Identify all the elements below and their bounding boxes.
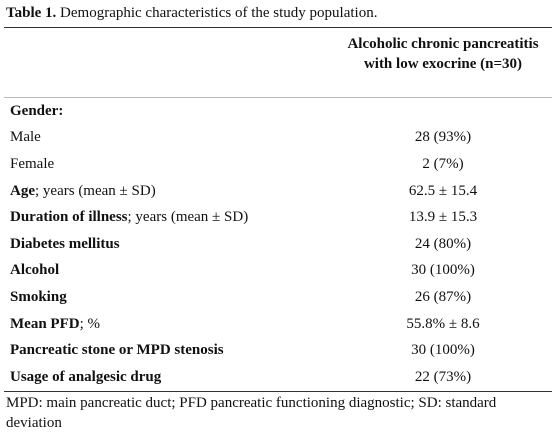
row-label: Usage of analgesic drug [4,369,334,386]
footnote: MPD: main pancreatic duct; PFD pancreati… [6,395,497,431]
row-label: Alcohol [4,262,334,279]
row-value: 24 (80%) [414,235,472,252]
label-text: Female [10,155,55,172]
label-text: Mean PFD [10,315,80,332]
label-text: Duration of illness [10,209,128,226]
label-suffix: ; years (mean ± SD) [127,209,249,226]
table-row: Diabetes mellitus 24 (80%) [4,231,552,258]
label-text: Age [10,182,35,199]
row-label: Age; years (mean ± SD) [4,183,334,200]
row-label: Male [4,129,334,146]
label-text: Alcohol [10,262,60,279]
label-suffix: ; years (mean ± SD) [35,182,156,199]
label-text: Usage of analgesic drug [10,368,162,385]
row-value: 55.8% ± 8.6 [406,315,480,332]
table-row: Male 28 (93%) [4,125,552,152]
row-value: 62.5 ± 15.4 [408,182,478,199]
row-label: Gender: [4,103,334,120]
row-label: Mean PFD; % [4,316,334,333]
table-row: Usage of analgesic drug 22 (73%) [4,364,552,391]
label-text: Male [10,129,41,146]
label-text: Diabetes mellitus [10,235,120,252]
caption-text: Demographic characteristics of the study… [60,5,378,21]
row-value: 26 (87%) [414,288,472,305]
row-value: 22 (73%) [414,368,472,385]
row-value: 13.9 ± 15.3 [408,209,478,226]
row-value: 2 (7%) [422,155,464,172]
table-row: Smoking 26 (87%) [4,284,552,311]
table-row: Female 2 (7%) [4,151,552,178]
table: Alcoholic chronic pancreatitis with low … [4,27,552,392]
caption-label: Table 1. [6,5,57,21]
table-row: Pancreatic stone or MPD stenosis 30 (100%… [4,337,552,364]
table-row: Alcohol 30 (100%) [4,258,552,285]
table-row: Gender: [4,98,552,125]
row-label: Female [4,156,334,173]
row-value: 30 (100%) [411,342,475,359]
row-label: Diabetes mellitus [4,236,334,253]
row-value: 28 (93%) [414,129,472,146]
table-row: Age; years (mean ± SD) 62.5 ± 15.4 [4,178,552,205]
table-row: Mean PFD; % 55.8% ± 8.6 [4,311,552,338]
row-value: 30 (100%) [411,262,475,279]
caption: Table 1. Demographic characteristics of … [6,5,551,22]
row-label: Smoking [4,289,334,306]
label-suffix: ; % [79,315,100,332]
label-text: Gender: [10,102,64,119]
table-body: Gender: Male 28 (93%) Female 2 (7%) Age; year… [4,98,552,391]
row-label: Pancreatic stone or MPD stenosis [4,342,334,359]
table-row: Duration of illness; years (mean ± SD) 13… [4,204,552,231]
row-label: Duration of illness; years (mean ± SD) [4,209,334,226]
label-text: Pancreatic stone or MPD stenosis [10,342,224,359]
label-text: Smoking [10,288,67,305]
header-cell: Alcoholic chronic pancreatitis with low … [347,36,539,72]
table-header: Alcoholic chronic pancreatitis with low … [4,28,552,98]
